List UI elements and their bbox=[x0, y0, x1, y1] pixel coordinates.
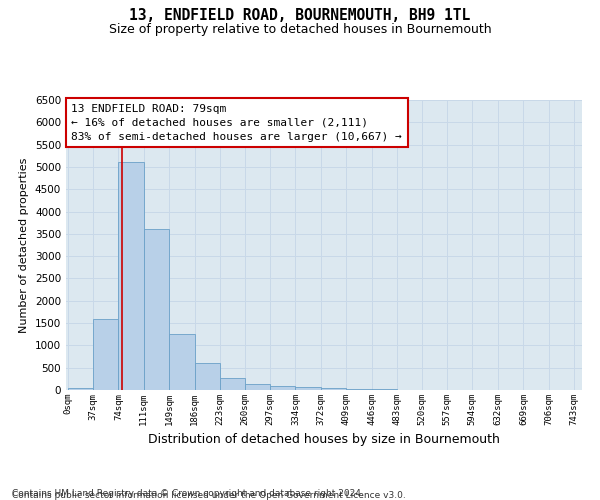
Bar bbox=[194, 363, 220, 390]
Bar bbox=[371, 389, 397, 390]
Bar bbox=[220, 378, 245, 390]
Text: 13, ENDFIELD ROAD, BOURNEMOUTH, BH9 1TL: 13, ENDFIELD ROAD, BOURNEMOUTH, BH9 1TL bbox=[130, 8, 470, 22]
Text: Size of property relative to detached houses in Bournemouth: Size of property relative to detached ho… bbox=[109, 22, 491, 36]
Y-axis label: Number of detached properties: Number of detached properties bbox=[19, 158, 29, 332]
Bar bbox=[93, 318, 118, 390]
Bar bbox=[321, 388, 346, 390]
Bar bbox=[118, 162, 143, 390]
Bar bbox=[295, 386, 320, 390]
Text: Contains HM Land Registry data © Crown copyright and database right 2024.: Contains HM Land Registry data © Crown c… bbox=[12, 488, 364, 498]
Bar bbox=[245, 384, 270, 390]
Text: Contains public sector information licensed under the Open Government Licence v3: Contains public sector information licen… bbox=[12, 491, 406, 500]
Bar bbox=[169, 334, 194, 390]
Text: 13 ENDFIELD ROAD: 79sqm
← 16% of detached houses are smaller (2,111)
83% of semi: 13 ENDFIELD ROAD: 79sqm ← 16% of detache… bbox=[71, 104, 402, 142]
Bar bbox=[68, 388, 93, 390]
Bar bbox=[143, 230, 169, 390]
Text: Distribution of detached houses by size in Bournemouth: Distribution of detached houses by size … bbox=[148, 432, 500, 446]
Bar bbox=[270, 386, 295, 390]
Bar bbox=[346, 389, 371, 390]
